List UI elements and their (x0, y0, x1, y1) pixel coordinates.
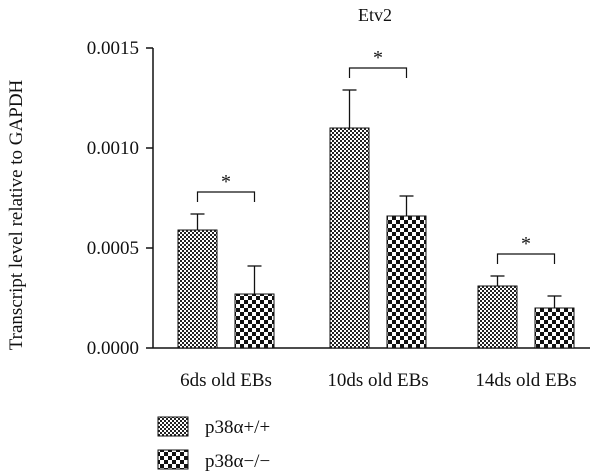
bar-wildtype (329, 127, 370, 349)
significance-star: * (521, 233, 531, 255)
bar-wildtype (177, 229, 218, 349)
axes: 0.0000 0.0005 0.0010 0.0015 6ds old EBs 10ds … (87, 38, 590, 391)
y-tick-label: 0.0000 (87, 338, 139, 359)
legend-label-series-2: p38α−/− (205, 451, 270, 472)
x-tick-label: 10ds old EBs (327, 370, 428, 391)
x-tick-label: 14ds old EBs (475, 370, 576, 391)
significance-bracket (496, 253, 556, 264)
significance-brackets: * * * (196, 47, 556, 264)
x-tick-label: 6ds old EBs (180, 370, 272, 391)
y-tick-label: 0.0010 (87, 138, 139, 159)
bar-knockout (534, 307, 575, 349)
bar-knockout (386, 215, 427, 349)
bars (177, 89, 575, 349)
significance-star: * (221, 171, 231, 193)
legend: p38α+/+ p38α−/− (157, 416, 270, 472)
y-tick-label: 0.0015 (87, 38, 139, 59)
significance-bracket (348, 67, 408, 78)
legend-swatch-series-1 (157, 416, 189, 437)
y-axis-label: Transcript level relative to GAPDH (6, 79, 27, 350)
y-tick-label: 0.0005 (87, 238, 139, 259)
legend-swatch-series-2 (157, 449, 189, 470)
legend-label-series-1: p38α+/+ (205, 417, 270, 438)
significance-star: * (373, 47, 383, 69)
significance-bracket (196, 191, 256, 202)
chart-title: Etv2 (358, 5, 392, 25)
bar-wildtype (477, 285, 518, 349)
bar-knockout (234, 293, 275, 349)
